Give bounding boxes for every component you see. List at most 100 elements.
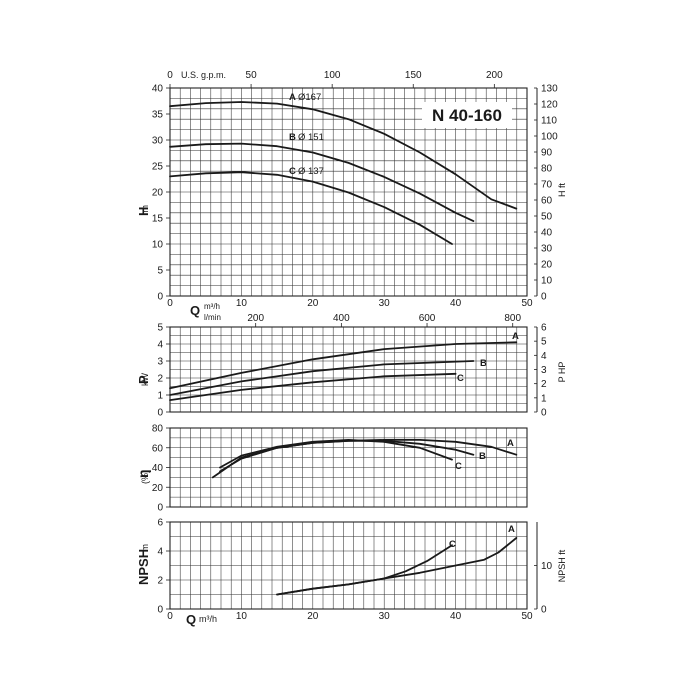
power-y2tick-label: 4 [541, 351, 547, 362]
head-ytick-label: 0 [157, 292, 163, 303]
head-y2tick-label: 50 [541, 212, 553, 223]
head-axis-unit: m [140, 205, 150, 213]
power-ytick-label: 1 [157, 391, 163, 402]
head-curve-a [169, 101, 518, 210]
power-curve-c [169, 372, 457, 402]
efficiency-axis-unit: (%) [140, 470, 150, 484]
efficiency-curve-label-c: C [455, 461, 462, 472]
head-curve-diameter-a: Ø167 [298, 92, 321, 103]
flow-axis-unit: m³/h [204, 302, 220, 311]
head-y2tick-label: 0 [541, 292, 547, 303]
npsh-ft-axis-title: NPSH ft [557, 549, 567, 582]
head-ft-axis-title: H ft [557, 183, 567, 198]
head-curve-b [169, 142, 475, 223]
head-ytick-label: 40 [152, 84, 164, 95]
flow-tick-label: 20 [307, 298, 319, 309]
npsh-axis-unit: m [140, 544, 150, 552]
head-ytick-label: 10 [152, 240, 164, 251]
lpm-tick-label: 400 [333, 313, 350, 324]
power-y2tick-label: 3 [541, 365, 547, 376]
npsh-ytick-label: 6 [157, 518, 163, 529]
efficiency-ytick-label: 80 [152, 424, 164, 435]
head-curve-diameter-c: Ø 137 [298, 166, 324, 177]
head-y2tick-label: 60 [541, 196, 553, 207]
head-y2tick-label: 110 [541, 116, 557, 127]
head-y2tick-label: 120 [541, 100, 558, 111]
efficiency-curve-c [219, 438, 453, 469]
gpm-tick-label: 0 [167, 70, 173, 81]
power-y2tick-label: 1 [541, 393, 547, 404]
efficiency-ytick-label: 20 [152, 483, 164, 494]
power-curve-label-b: B [480, 358, 487, 369]
npsh-axis-title: NPSH [136, 549, 151, 585]
efficiency-panel: 0 20 40 60 80 A B C [152, 424, 528, 514]
flow-tick-label: 30 [379, 298, 391, 309]
head-curve-label-a: A [289, 92, 296, 103]
head-y2tick-label: 70 [541, 180, 553, 191]
power-frame [169, 326, 528, 413]
gpm-tick-label: 150 [405, 70, 422, 81]
npsh-y2tick-label: 0 [541, 605, 547, 616]
head-curve-label-b: B [289, 132, 296, 143]
power-curve-label-c: C [457, 373, 464, 384]
head-y2tick-label: 80 [541, 164, 553, 175]
flow-tick-label: 50 [521, 611, 533, 622]
power-ytick-label: 0 [157, 408, 163, 419]
flow-axis-label: Q [190, 303, 200, 318]
npsh-panel: 0 2 4 6 0 10 0 10 20 30 40 50 A C [157, 518, 552, 623]
flow-tick-label: 40 [450, 298, 462, 309]
head-curve-c [169, 171, 453, 245]
head-curve-label-c: C [289, 166, 296, 177]
power-y2tick-label: 6 [541, 323, 547, 334]
lpm-tick-label: 600 [419, 313, 436, 324]
npsh-ytick-label: 4 [157, 547, 163, 558]
bottom-flow-axis-label: Q [186, 612, 196, 627]
flow-tick-label: 0 [167, 298, 173, 309]
flow-tick-label: 50 [521, 298, 533, 309]
power-hp-axis-title: P HP [557, 362, 567, 383]
power-axis-title: P [136, 375, 151, 384]
head-axis-title: H [136, 207, 151, 216]
npsh-curve-c [276, 544, 453, 596]
head-y2tick-label: 90 [541, 148, 553, 159]
efficiency-ytick-label: 40 [152, 463, 164, 474]
power-ytick-label: 5 [157, 323, 163, 334]
head-y2tick-label: 10 [541, 276, 553, 287]
efficiency-curve-label-a: A [507, 438, 514, 449]
flow-tick-label: 30 [379, 611, 391, 622]
head-y2tick-label: 100 [541, 132, 558, 143]
power-axis-unit: kW [140, 373, 150, 387]
npsh-y2tick-label: 10 [541, 561, 553, 572]
efficiency-axis-title: η [135, 469, 151, 478]
npsh-ytick-label: 2 [157, 576, 163, 587]
npsh-ytick-label: 0 [157, 605, 163, 616]
power-y2tick-label: 2 [541, 379, 547, 390]
model-title-box [422, 102, 512, 128]
head-ytick-label: 25 [152, 162, 164, 173]
efficiency-ytick-label: 60 [152, 443, 164, 454]
power-curve-label-a: A [512, 331, 519, 342]
efficiency-curve-a [211, 438, 518, 479]
efficiency-curve-label-b: B [479, 451, 486, 462]
head-ytick-label: 5 [157, 266, 163, 277]
power-panel: 0 1 2 3 4 5 0 1 2 3 4 5 6 A B C [157, 323, 547, 419]
power-y2tick-label: 0 [541, 408, 547, 419]
gpm-tick-label: 50 [246, 70, 258, 81]
flow-tick-label: 0 [167, 611, 173, 622]
gpm-tick-label: 200 [486, 70, 503, 81]
head-ytick-label: 35 [152, 110, 164, 121]
model-title: N 40-160 [432, 106, 502, 125]
head-y2tick-label: 20 [541, 260, 553, 271]
head-y2tick-label: 130 [541, 84, 558, 95]
head-ytick-label: 30 [152, 136, 164, 147]
power-curve-b [169, 360, 475, 396]
npsh-curve-label-a: A [508, 524, 515, 535]
lpm-axis-ticks: 200 400 600 800 [170, 313, 527, 328]
top-axis-unit-label: U.S. g.p.m. [181, 70, 226, 80]
efficiency-ytick-label: 0 [157, 503, 163, 514]
head-curve-diameter-b: Ø 151 [298, 132, 324, 143]
power-ytick-label: 2 [157, 374, 163, 385]
power-curve-a [169, 341, 518, 390]
lpm-tick-label: 800 [504, 313, 521, 324]
